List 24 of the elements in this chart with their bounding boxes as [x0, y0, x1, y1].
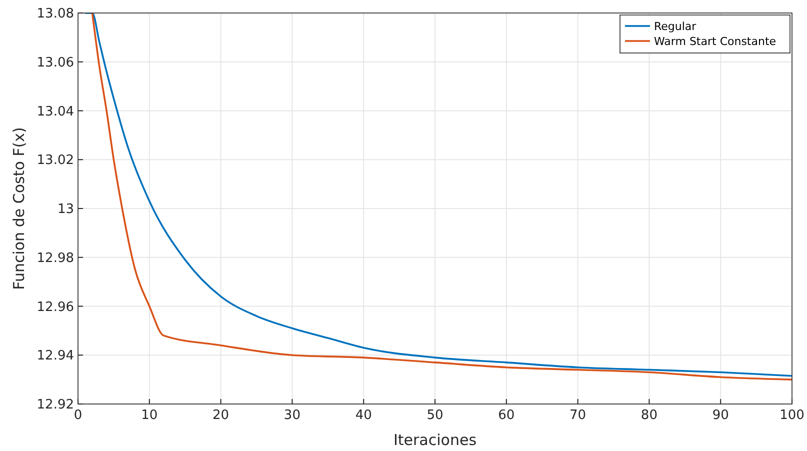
x-tick-label: 100	[780, 408, 804, 423]
x-axis-title: Iteraciones	[393, 431, 477, 449]
y-tick-label: 13.06	[36, 55, 74, 70]
y-axis-title: Funcion de Costo F(x)	[10, 127, 28, 290]
y-tick-label: 13.02	[36, 153, 74, 168]
x-tick-label: 30	[284, 408, 300, 423]
y-tick-label: 13	[57, 202, 74, 218]
x-tick-label: 80	[640, 408, 658, 423]
x-tick-label: 60	[498, 408, 515, 423]
x-tick-label: 40	[355, 408, 372, 423]
legend-label: Regular	[654, 20, 697, 33]
y-tick-label: 13.08	[36, 6, 74, 22]
y-tick-label: 12.98	[36, 250, 74, 266]
x-tick-label: 0	[74, 408, 82, 423]
x-tick-label: 70	[570, 408, 586, 423]
x-tick-label: 10	[141, 408, 158, 423]
x-tick-label: 90	[712, 408, 729, 423]
y-tick-label: 13.04	[36, 104, 74, 120]
x-tick-label: 20	[212, 408, 230, 423]
y-tick-label: 12.94	[36, 348, 74, 364]
y-tick-label: 12.96	[36, 300, 74, 315]
legend-label: Warm Start Constante	[654, 34, 776, 48]
y-tick-label: 12.92	[36, 398, 74, 413]
x-tick-label: 50	[426, 408, 444, 423]
